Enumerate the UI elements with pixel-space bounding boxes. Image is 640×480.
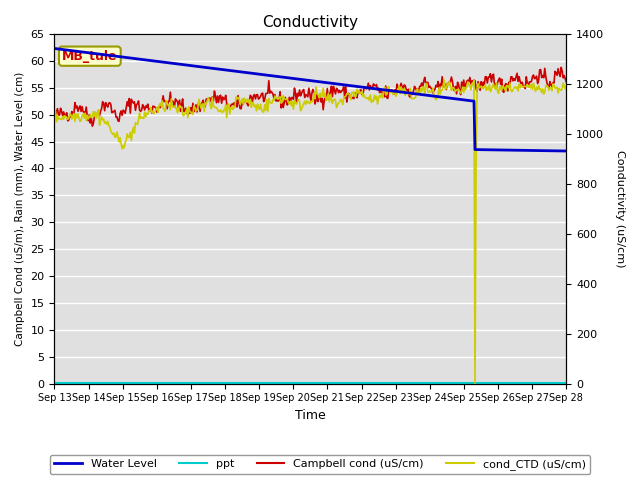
Water Level: [51, 46, 58, 51]
Water Level: [355, 84, 363, 90]
Campbell cond (uS/cm): [557, 64, 565, 70]
ppt: [563, 380, 570, 386]
Water Level: [563, 148, 570, 154]
Campbell cond (uS/cm): [298, 90, 305, 96]
Y-axis label: Campbell Cond (uS/m), Rain (mm), Water Level (cm): Campbell Cond (uS/m), Rain (mm), Water L…: [15, 72, 25, 346]
cond_CTD (uS/cm): [355, 88, 363, 94]
Title: Conductivity: Conductivity: [262, 15, 358, 30]
cond_CTD (uS/cm): [552, 85, 560, 91]
Campbell cond (uS/cm): [563, 79, 570, 85]
Water Level: [470, 98, 478, 104]
Line: cond_CTD (uS/cm): cond_CTD (uS/cm): [54, 80, 566, 384]
Line: Water Level: Water Level: [54, 48, 566, 151]
Y-axis label: Conductivity (uS/cm): Conductivity (uS/cm): [615, 150, 625, 267]
ppt: [355, 380, 363, 386]
Campbell cond (uS/cm): [471, 78, 479, 84]
cond_CTD (uS/cm): [472, 163, 480, 169]
cond_CTD (uS/cm): [440, 77, 448, 83]
Water Level: [328, 80, 335, 86]
Campbell cond (uS/cm): [551, 69, 559, 74]
ppt: [297, 380, 305, 386]
cond_CTD (uS/cm): [297, 108, 305, 114]
Campbell cond (uS/cm): [51, 110, 58, 116]
Campbell cond (uS/cm): [295, 93, 303, 99]
Campbell cond (uS/cm): [356, 87, 364, 93]
cond_CTD (uS/cm): [328, 96, 335, 102]
Legend: Water Level, ppt, Campbell cond (uS/cm), cond_CTD (uS/cm): Water Level, ppt, Campbell cond (uS/cm),…: [50, 455, 590, 474]
Campbell cond (uS/cm): [88, 123, 96, 129]
Water Level: [550, 148, 558, 154]
X-axis label: Time: Time: [295, 409, 326, 422]
ppt: [51, 380, 58, 386]
ppt: [470, 380, 478, 386]
cond_CTD (uS/cm): [471, 381, 479, 386]
Campbell cond (uS/cm): [328, 94, 336, 99]
Line: Campbell cond (uS/cm): Campbell cond (uS/cm): [54, 67, 566, 126]
ppt: [550, 380, 558, 386]
ppt: [294, 380, 301, 386]
cond_CTD (uS/cm): [51, 111, 58, 117]
cond_CTD (uS/cm): [563, 84, 570, 89]
Water Level: [297, 76, 305, 82]
Water Level: [294, 76, 301, 82]
Text: MB_tule: MB_tule: [62, 49, 118, 63]
ppt: [328, 380, 335, 386]
cond_CTD (uS/cm): [294, 99, 301, 105]
